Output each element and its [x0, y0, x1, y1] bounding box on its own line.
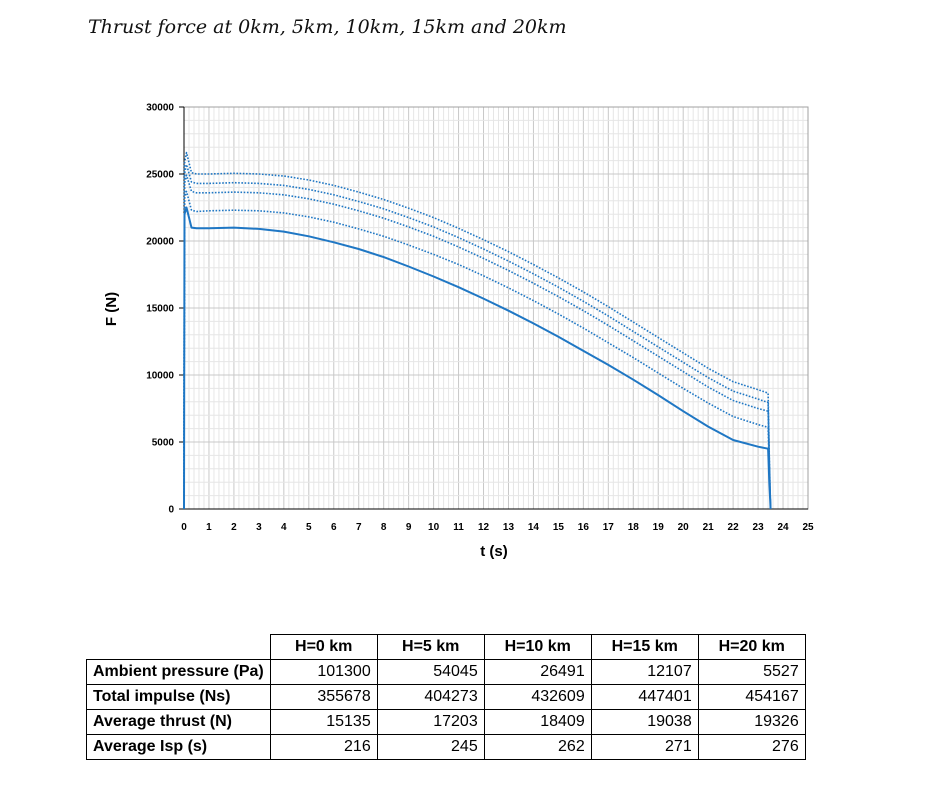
- table-cell: 245: [376, 734, 485, 760]
- series-line-0: [183, 206, 772, 510]
- table-cell: 17203: [376, 709, 485, 735]
- results-table: H=0 km H=5 km H=10 km H=15 km H=20 km Am…: [86, 634, 806, 760]
- x-tick-label: 6: [331, 522, 337, 533]
- row-label: Average Isp (s): [86, 734, 271, 760]
- x-tick-label: 14: [528, 522, 540, 533]
- x-tick-label: 5: [306, 522, 312, 533]
- x-tick-label: 0: [181, 522, 187, 533]
- row-label: Ambient pressure (Pa): [86, 659, 271, 685]
- series-line-2: [183, 174, 772, 510]
- table-row: Total impulse (Ns) 355678 404273 432609 …: [86, 684, 806, 710]
- x-tick-label: 10: [428, 522, 440, 533]
- table-corner: [87, 635, 271, 660]
- x-tick-labels: 0 1 2 3 4 5 6 7 8 9 10 11 12 13 14 15 16 17 18 19 20 21 22 23 24…: [181, 522, 814, 533]
- table-cell: 432609: [483, 684, 592, 710]
- table-cell: 15135: [269, 709, 378, 735]
- x-tick-label: 3: [256, 522, 262, 533]
- y-tick-label: 10000: [146, 371, 174, 382]
- y-tick-labels: 0 5000 10000 15000 20000 25000 30000: [146, 103, 184, 516]
- x-tick-label: 13: [503, 522, 515, 533]
- table-cell: 26491: [483, 659, 592, 685]
- y-axis-label: F (N): [103, 292, 120, 326]
- series-line-4: [183, 151, 772, 510]
- x-tick-label: 22: [728, 522, 740, 533]
- x-tick-label: 21: [703, 522, 715, 533]
- y-tick-label: 5000: [152, 438, 175, 449]
- table-cell: 18409: [483, 709, 592, 735]
- y-tick-label: 0: [168, 505, 174, 516]
- y-tick-label: 20000: [146, 237, 174, 248]
- table-row: Ambient pressure (Pa) 101300 54045 26491…: [86, 659, 806, 685]
- y-tick-label: 15000: [146, 304, 174, 315]
- table-header-cell: H=0 km: [269, 634, 378, 660]
- x-tick-label: 9: [406, 522, 412, 533]
- table-header-row: H=0 km H=5 km H=10 km H=15 km H=20 km: [87, 634, 806, 660]
- page-title: Thrust force at 0km, 5km, 10km, 15km and…: [88, 16, 567, 38]
- x-tick-label: 20: [678, 522, 690, 533]
- chart-series: [183, 151, 772, 510]
- x-tick-label: 11: [453, 522, 464, 533]
- x-axis-label: t (s): [480, 543, 508, 560]
- x-tick-label: 8: [381, 522, 387, 533]
- table-cell: 12107: [590, 659, 699, 685]
- row-label: Total impulse (Ns): [86, 684, 271, 710]
- x-tick-label: 16: [578, 522, 590, 533]
- table-cell: 276: [697, 734, 806, 760]
- row-label: Average thrust (N): [86, 709, 271, 735]
- table-cell: 454167: [697, 684, 806, 710]
- table-row: Average Isp (s) 216 245 262 271 276: [86, 734, 806, 760]
- table-cell: 54045: [376, 659, 485, 685]
- table-header-cell: H=15 km: [590, 634, 699, 660]
- y-tick-label: 30000: [146, 103, 174, 114]
- table-header-cell: H=10 km: [483, 634, 592, 660]
- x-tick-label: 7: [356, 522, 362, 533]
- x-tick-label: 2: [231, 522, 237, 533]
- table-cell: 271: [590, 734, 699, 760]
- table-cell: 19326: [697, 709, 806, 735]
- table-cell: 216: [269, 734, 378, 760]
- table-row: Average thrust (N) 15135 17203 18409 190…: [86, 709, 806, 735]
- table-cell: 5527: [697, 659, 806, 685]
- x-tick-label: 15: [553, 522, 565, 533]
- chart-grid: [183, 106, 809, 510]
- x-tick-label: 18: [628, 522, 640, 533]
- table-cell: 355678: [269, 684, 378, 710]
- table-header-cell: H=5 km: [376, 634, 485, 660]
- table-header-cell: H=20 km: [697, 634, 806, 660]
- x-tick-label: 12: [478, 522, 490, 533]
- y-tick-label: 25000: [146, 170, 174, 181]
- series-line-1: [183, 190, 772, 510]
- x-tick-label: 1: [206, 522, 212, 533]
- table-cell: 101300: [269, 659, 378, 685]
- table-cell: 447401: [590, 684, 699, 710]
- x-tick-label: 19: [653, 522, 665, 533]
- x-tick-label: 25: [802, 522, 814, 533]
- table-cell: 262: [483, 734, 592, 760]
- series-line-3: [183, 163, 772, 510]
- x-tick-label: 4: [281, 522, 287, 533]
- x-tick-label: 17: [603, 522, 615, 533]
- x-tick-label: 24: [777, 522, 789, 533]
- x-tick-label: 23: [753, 522, 765, 533]
- table-cell: 404273: [376, 684, 485, 710]
- table-cell: 19038: [590, 709, 699, 735]
